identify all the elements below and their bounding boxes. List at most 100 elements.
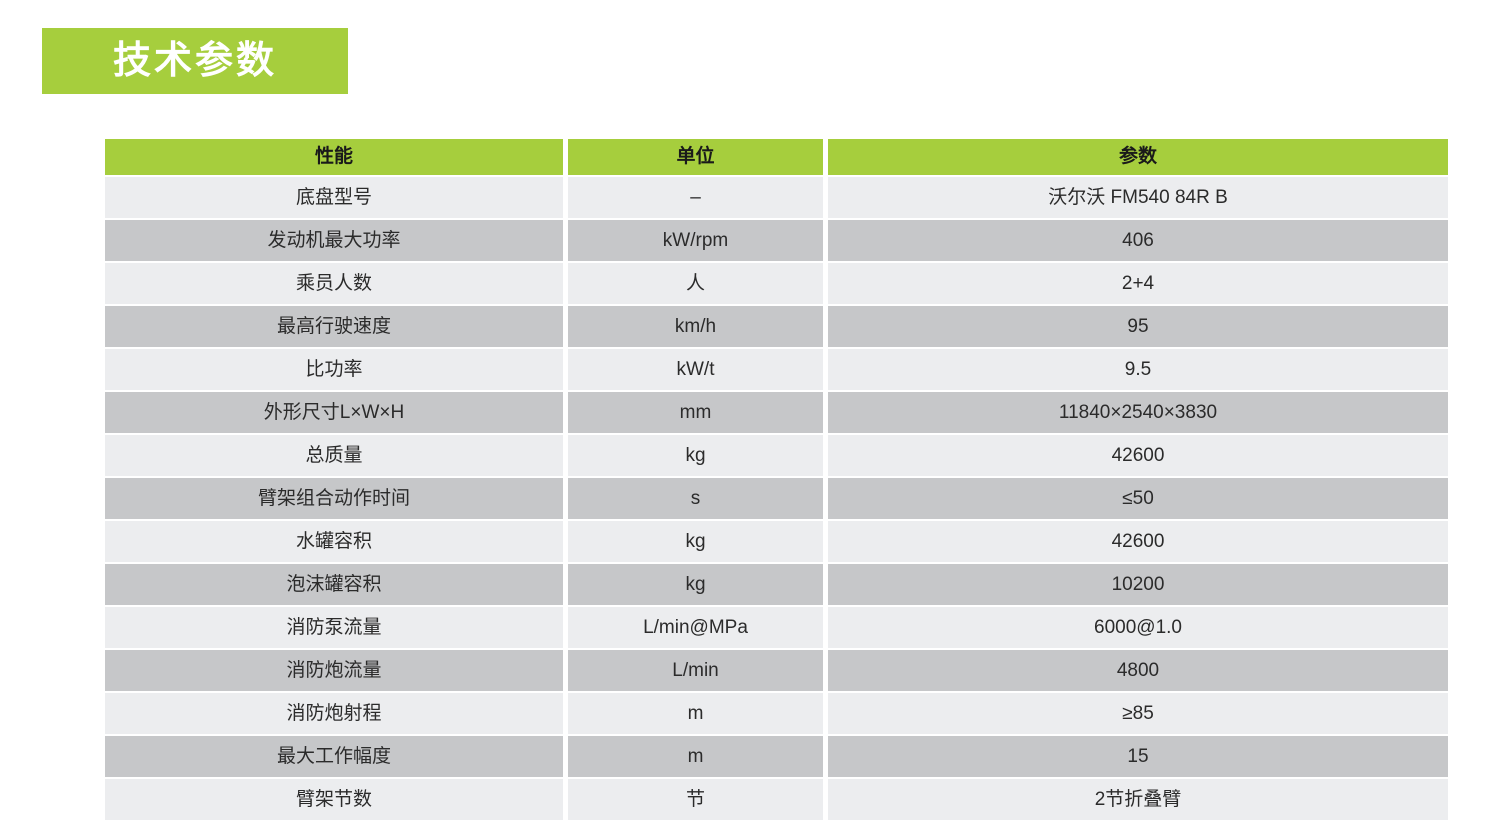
- table-row: 比功率 kW/t 9.5: [105, 349, 1448, 390]
- row-separator: [105, 562, 1448, 564]
- table-row: 外形尺寸L×W×H mm 11840×2540×3830: [105, 392, 1448, 433]
- column-gap: [823, 607, 828, 648]
- cell-performance: 总质量: [105, 435, 563, 476]
- column-gap: [563, 736, 568, 777]
- cell-performance: 消防泵流量: [105, 607, 563, 648]
- cell-performance: 外形尺寸L×W×H: [105, 392, 563, 433]
- column-gap: [563, 521, 568, 562]
- cell-parameter: 沃尔沃 FM540 84R B: [828, 177, 1448, 218]
- table-row: 消防泵流量 L/min@MPa 6000@1.0: [105, 607, 1448, 648]
- row-separator: [105, 261, 1448, 263]
- cell-parameter: 2+4: [828, 263, 1448, 304]
- column-gap: [563, 139, 568, 175]
- table-row: 泡沫罐容积 kg 10200: [105, 564, 1448, 605]
- cell-parameter: 4800: [828, 650, 1448, 691]
- cell-unit: s: [568, 478, 823, 519]
- row-separator: [105, 734, 1448, 736]
- column-gap: [563, 220, 568, 261]
- cell-unit: kW/t: [568, 349, 823, 390]
- row-separator: [105, 218, 1448, 220]
- cell-parameter: 42600: [828, 435, 1448, 476]
- table-row: 臂架节数节 2节折叠臂: [105, 779, 1448, 820]
- cell-unit: 节: [568, 779, 823, 820]
- table-row: 底盘型号 – 沃尔沃 FM540 84R B: [105, 177, 1448, 218]
- cell-unit: mm: [568, 392, 823, 433]
- row-separator: [105, 691, 1448, 693]
- column-gap: [823, 693, 828, 734]
- cell-performance: 泡沫罐容积: [105, 564, 563, 605]
- cell-performance: 底盘型号: [105, 177, 563, 218]
- table-row: 消防炮射程 m ≥85: [105, 693, 1448, 734]
- cell-parameter: ≥85: [828, 693, 1448, 734]
- row-separator: [105, 777, 1448, 779]
- cell-performance: 水罐容积: [105, 521, 563, 562]
- column-gap: [563, 306, 568, 347]
- cell-performance: 臂架组合动作时间: [105, 478, 563, 519]
- table-row: 乘员人数人 2+4: [105, 263, 1448, 304]
- cell-performance: 消防炮射程: [105, 693, 563, 734]
- cell-unit: m: [568, 736, 823, 777]
- table-row: 最大工作幅度 m 15: [105, 736, 1448, 777]
- row-separator: [105, 175, 1448, 177]
- table-row: 臂架组合动作时间 s ≤50: [105, 478, 1448, 519]
- cell-performance: 比功率: [105, 349, 563, 390]
- column-gap: [563, 263, 568, 304]
- column-gap: [823, 220, 828, 261]
- table-body: 底盘型号 – 沃尔沃 FM540 84R B 发动机最大功率 kW/rpm 406 乘员人数…: [105, 175, 1448, 820]
- cell-unit: L/min@MPa: [568, 607, 823, 648]
- column-gap: [823, 435, 828, 476]
- row-separator: [105, 433, 1448, 435]
- page-title-banner: 技术参数: [42, 28, 348, 94]
- column-header-performance: 性能: [105, 139, 563, 175]
- cell-unit: L/min: [568, 650, 823, 691]
- cell-parameter: 95: [828, 306, 1448, 347]
- column-gap: [823, 564, 828, 605]
- column-gap: [823, 521, 828, 562]
- column-gap: [823, 306, 828, 347]
- column-gap: [563, 607, 568, 648]
- column-gap: [823, 478, 828, 519]
- row-separator: [105, 648, 1448, 650]
- table-row: 发动机最大功率 kW/rpm 406: [105, 220, 1448, 261]
- row-separator: [105, 476, 1448, 478]
- technical-specifications-table: 性能 单位 参数 底盘型号 – 沃尔沃 FM540 84R B 发动机最大功率 kW/r…: [105, 139, 1448, 820]
- column-gap: [563, 779, 568, 820]
- cell-performance: 发动机最大功率: [105, 220, 563, 261]
- column-gap: [823, 650, 828, 691]
- table-row: 总质量 kg 42600: [105, 435, 1448, 476]
- row-separator: [105, 605, 1448, 607]
- column-header-unit: 单位: [568, 139, 823, 175]
- column-gap: [823, 779, 828, 820]
- column-gap: [563, 435, 568, 476]
- column-gap: [823, 392, 828, 433]
- cell-unit: kg: [568, 564, 823, 605]
- cell-parameter: 9.5: [828, 349, 1448, 390]
- column-gap: [563, 650, 568, 691]
- cell-parameter: 6000@1.0: [828, 607, 1448, 648]
- cell-parameter: ≤50: [828, 478, 1448, 519]
- cell-unit: m: [568, 693, 823, 734]
- column-gap: [823, 349, 828, 390]
- column-gap: [823, 139, 828, 175]
- page-title: 技术参数: [112, 40, 277, 82]
- cell-performance: 最高行驶速度: [105, 306, 563, 347]
- column-gap: [823, 177, 828, 218]
- column-gap: [563, 392, 568, 433]
- cell-unit: kg: [568, 435, 823, 476]
- table-row: 最高行驶速度 km/h 95: [105, 306, 1448, 347]
- cell-parameter: 10200: [828, 564, 1448, 605]
- column-header-parameter: 参数: [828, 139, 1448, 175]
- row-separator: [105, 304, 1448, 306]
- cell-parameter: 2节折叠臂: [828, 779, 1448, 820]
- cell-parameter: 15: [828, 736, 1448, 777]
- column-gap: [563, 564, 568, 605]
- cell-performance: 乘员人数: [105, 263, 563, 304]
- cell-parameter: 42600: [828, 521, 1448, 562]
- column-gap: [823, 263, 828, 304]
- cell-parameter: 11840×2540×3830: [828, 392, 1448, 433]
- cell-parameter: 406: [828, 220, 1448, 261]
- column-gap: [563, 478, 568, 519]
- cell-performance: 最大工作幅度: [105, 736, 563, 777]
- cell-unit: kW/rpm: [568, 220, 823, 261]
- column-gap: [563, 693, 568, 734]
